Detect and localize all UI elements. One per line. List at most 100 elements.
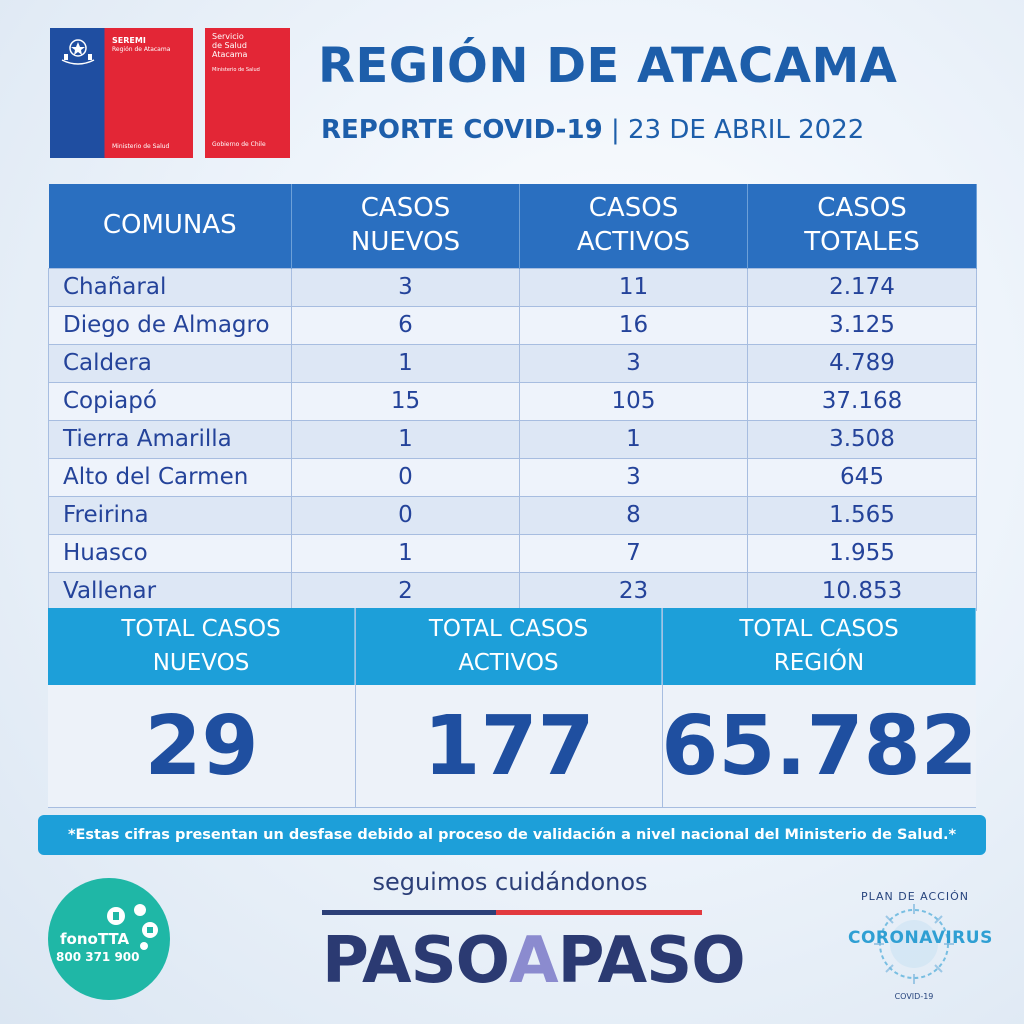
total-activos-label-line1: TOTAL CASOS <box>428 616 589 642</box>
table-row: Vallenar 2 23 10.853 <box>48 571 977 611</box>
totales-cell: 1.565 <box>747 495 977 535</box>
fonotta-logo: fonoTTA 800 371 900 <box>48 878 170 1000</box>
paso-a-paso-logo: PASO A PASO <box>322 918 746 1004</box>
total-nuevos-value: 29 <box>48 685 355 808</box>
activos-cell: 23 <box>519 571 748 611</box>
comuna-cell: Huasco <box>48 533 292 573</box>
activos-cell: 105 <box>519 381 748 421</box>
activos-cell: 3 <box>519 457 748 497</box>
comuna-cell: Freirina <box>48 495 292 535</box>
total-nuevos-label-line1: TOTAL CASOS <box>121 616 281 642</box>
nuevos-cell: 6 <box>291 305 520 345</box>
comuna-cell: Caldera <box>48 343 292 383</box>
disclaimer-note: *Estas cifras presentan un desfase debid… <box>38 815 986 855</box>
comuna-cell: Copiapó <box>48 381 292 421</box>
seremi-subtitle: Región de Atacama <box>112 46 171 53</box>
header-activos: CASOS ACTIVOS <box>519 184 748 268</box>
page-title: REGIÓN DE ATACAMA <box>318 38 898 94</box>
comuna-cell: Diego de Almagro <box>48 305 292 345</box>
comuna-cell: Vallenar <box>48 571 292 611</box>
table-row: Freirina 0 8 1.565 <box>48 495 977 535</box>
paso-word-1: PASO <box>322 924 510 998</box>
nuevos-cell: 15 <box>291 381 520 421</box>
fonotta-name: fonoTTA <box>60 930 130 948</box>
header-totales: CASOS TOTALES <box>747 184 977 268</box>
table-row: Chañaral 3 11 2.174 <box>48 267 977 307</box>
nuevos-cell: 1 <box>291 419 520 459</box>
cases-table: COMUNAS CASOS NUEVOS CASOS ACTIVOS CASOS… <box>48 184 977 611</box>
fonotta-number: 800 371 900 <box>56 950 140 964</box>
total-activos: TOTAL CASOS ACTIVOS 177 <box>356 608 663 808</box>
covid-label: COVID-19 <box>894 992 934 1001</box>
nuevos-cell: 1 <box>291 343 520 383</box>
header-comunas-label: COMUNAS <box>102 209 237 240</box>
total-nuevos-label: TOTAL CASOS NUEVOS <box>48 608 355 685</box>
seguimos-tagline: seguimos cuidándonos <box>372 868 648 896</box>
subtitle-separator: | <box>610 115 620 145</box>
report-subtitle: REPORTE COVID-19 | 23 DE ABRIL 2022 <box>321 115 864 145</box>
activos-cell: 11 <box>519 267 748 307</box>
total-activos-value: 177 <box>356 685 662 808</box>
nuevos-cell: 0 <box>291 457 520 497</box>
totals-panel: TOTAL CASOS NUEVOS 29 TOTAL CASOS ACTIVO… <box>48 608 978 808</box>
total-region-label-line2: REGIÓN <box>773 650 865 676</box>
table-header-row: COMUNAS CASOS NUEVOS CASOS ACTIVOS CASOS… <box>48 184 977 268</box>
table-row: Tierra Amarilla 1 1 3.508 <box>48 419 977 459</box>
seremi-title: SEREMI <box>112 36 146 45</box>
activos-cell: 1 <box>519 419 748 459</box>
coronavirus-virus-icon <box>874 904 954 984</box>
comuna-cell: Alto del Carmen <box>48 457 292 497</box>
table-row: Copiapó 15 105 37.168 <box>48 381 977 421</box>
totales-cell: 37.168 <box>747 381 977 421</box>
coat-of-arms-icon <box>61 39 95 65</box>
total-region-label-line1: TOTAL CASOS <box>739 616 899 642</box>
header-nuevos: CASOS NUEVOS <box>291 184 520 268</box>
header-comunas: COMUNAS <box>48 184 292 268</box>
totales-cell: 3.508 <box>747 419 977 459</box>
paso-word-a: A <box>509 924 559 998</box>
flag-stripe-red <box>496 910 702 915</box>
header-totales-label: CASOS TOTALES <box>804 192 920 257</box>
activos-cell: 3 <box>519 343 748 383</box>
servicio-subtitle: Ministerio de Salud <box>212 67 260 73</box>
totales-cell: 2.174 <box>747 267 977 307</box>
nuevos-cell: 3 <box>291 267 520 307</box>
table-row: Diego de Almagro 6 16 3.125 <box>48 305 977 345</box>
total-region-label: TOTAL CASOS REGIÓN <box>663 608 976 685</box>
table-row: Huasco 1 7 1.955 <box>48 533 977 573</box>
report-label: REPORTE COVID-19 <box>321 115 603 145</box>
nuevos-cell: 0 <box>291 495 520 535</box>
comuna-cell: Tierra Amarilla <box>48 419 292 459</box>
servicio-footer: Gobierno de Chile <box>212 141 266 148</box>
totales-cell: 4.789 <box>747 343 977 383</box>
servicio-title-line3: Atacama <box>212 50 248 60</box>
activos-cell: 7 <box>519 533 748 573</box>
report-date: 23 DE ABRIL 2022 <box>627 115 865 145</box>
totales-cell: 1.955 <box>747 533 977 573</box>
total-activos-label: TOTAL CASOS ACTIVOS <box>356 608 662 685</box>
coronavirus-label: CORONAVIRUS <box>848 928 993 948</box>
table-row: Alto del Carmen 0 3 645 <box>48 457 977 497</box>
comuna-cell: Chañaral <box>48 267 292 307</box>
servicio-title-line1: Servicio <box>212 32 244 41</box>
health-icons <box>107 904 158 950</box>
activos-cell: 8 <box>519 495 748 535</box>
table-row: Caldera 1 3 4.789 <box>48 343 977 383</box>
totales-cell: 645 <box>747 457 977 497</box>
nuevos-cell: 2 <box>291 571 520 611</box>
totales-cell: 3.125 <box>747 305 977 345</box>
plan-accion-label: PLAN DE ACCIÓN <box>860 890 969 903</box>
total-activos-label-line2: ACTIVOS <box>458 650 559 676</box>
total-region: TOTAL CASOS REGIÓN 65.782 <box>661 608 978 808</box>
flag-stripe-blue <box>322 910 496 915</box>
servicio-title: Servicio de Salud Atacama <box>212 32 247 60</box>
header-activos-label: CASOS ACTIVOS <box>576 192 691 257</box>
paso-word-2: PASO <box>557 924 746 998</box>
seremi-footer: Ministerio de Salud <box>112 143 170 150</box>
total-nuevos-label-line2: NUEVOS <box>152 650 250 676</box>
header-nuevos-label: CASOS NUEVOS <box>350 192 461 257</box>
servicio-salud-logo: Servicio de Salud Atacama Ministerio de … <box>205 28 290 158</box>
activos-cell: 16 <box>519 305 748 345</box>
total-nuevos: TOTAL CASOS NUEVOS 29 <box>48 608 356 808</box>
nuevos-cell: 1 <box>291 533 520 573</box>
